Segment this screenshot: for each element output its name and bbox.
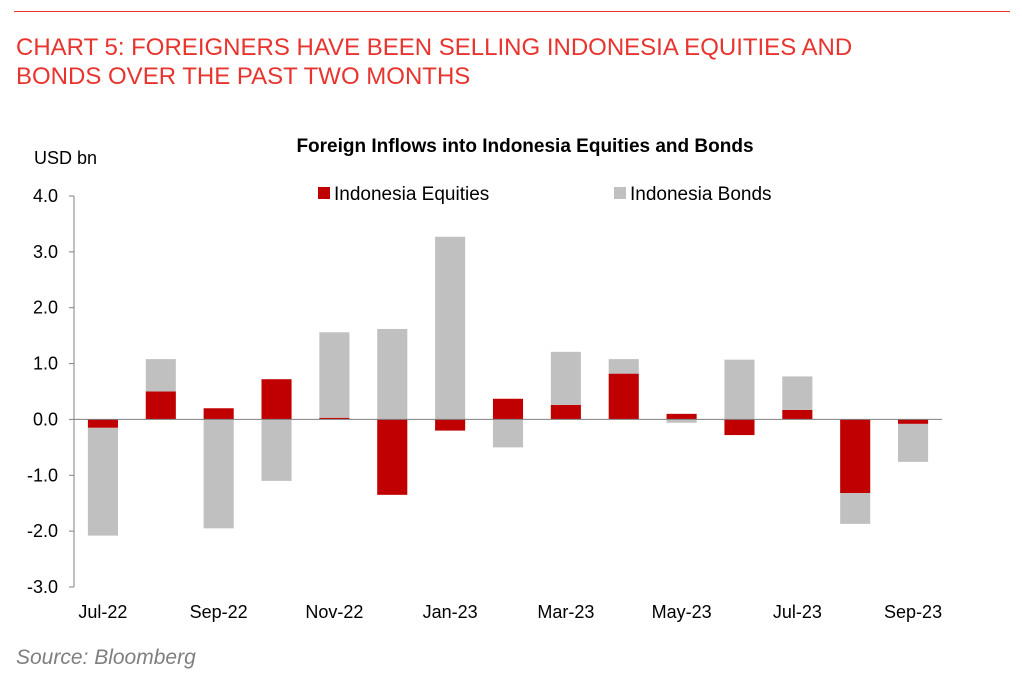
bar-equities [319, 417, 350, 420]
bar-equities [203, 408, 234, 420]
bar-bonds [782, 376, 813, 410]
x-tick-label: Sep-22 [190, 602, 248, 622]
bar-equities [782, 409, 813, 420]
bar-bonds [492, 419, 524, 448]
legend-label-equities: Indonesia Equities [334, 184, 489, 205]
bar-equities [608, 373, 639, 420]
y-tick-label: 4.0 [33, 186, 58, 206]
top-rule [14, 11, 1010, 12]
y-tick-label: -3.0 [27, 577, 58, 597]
bar-bonds [898, 423, 929, 462]
chart-title: Foreign Inflows into Indonesia Equities … [296, 136, 753, 157]
axes [73, 196, 942, 587]
headline-line-1: CHART 5: FOREIGNERS HAVE BEEN SELLING IN… [16, 34, 853, 61]
source-note: Source: Bloomberg [16, 646, 196, 669]
chart-headline: CHART 5: FOREIGNERS HAVE BEEN SELLING IN… [16, 33, 1006, 91]
bar-bonds [435, 236, 466, 420]
bar-equities [145, 391, 176, 420]
x-tick-label: Jan-23 [423, 602, 478, 622]
legend: Indonesia Equities Indonesia Bonds [318, 184, 772, 205]
bar-equities [724, 419, 755, 436]
y-tick-label: -2.0 [27, 521, 58, 541]
bar-bonds [550, 351, 581, 405]
bar-bonds [666, 419, 697, 423]
bar-equities [492, 398, 524, 420]
bar-bonds [724, 359, 755, 420]
y-tick-label: 1.0 [33, 354, 58, 374]
bar-equities [87, 419, 118, 428]
y-tick-label: 0.0 [33, 409, 58, 429]
y-tick-label: -1.0 [27, 465, 58, 485]
y-tick-label: 3.0 [33, 242, 58, 262]
chart: Foreign Inflows into Indonesia Equities … [27, 136, 942, 622]
bar-equities [666, 413, 697, 420]
x-tick-label: Jul-23 [773, 602, 822, 622]
legend-label-bonds: Indonesia Bonds [630, 184, 772, 205]
bar-equities [261, 379, 292, 420]
bar-equities [377, 419, 408, 495]
y-tick-label: 2.0 [33, 298, 58, 318]
bar-equities [435, 419, 466, 431]
headline-line-2: BONDS OVER THE PAST TWO MONTHS [16, 63, 471, 90]
y-axis-label: USD bn [34, 148, 97, 168]
x-tick-label: May-23 [652, 602, 712, 622]
bar-bonds [319, 332, 350, 418]
legend-swatch-equities [318, 187, 330, 199]
y-axis: 4.0 3.0 2.0 1.0 0.0 -1.0 -2.0 -3.0 [27, 186, 74, 597]
bar-bonds [377, 328, 408, 420]
bar-bonds [87, 427, 118, 536]
bar-bonds [840, 493, 871, 524]
bar-equities [840, 419, 871, 494]
bar-bonds [145, 359, 176, 392]
x-tick-label: Mar-23 [537, 602, 594, 622]
bar-bonds [203, 419, 234, 529]
x-axis: Jul-22 Sep-22 Nov-22 Jan-23 Mar-23 May-23 Jul-… [78, 602, 942, 622]
legend-swatch-bonds [614, 187, 626, 199]
x-tick-label: Sep-23 [884, 602, 942, 622]
bar-bonds [608, 359, 639, 374]
bar-equities [550, 404, 581, 420]
x-tick-label: Jul-22 [78, 602, 127, 622]
x-tick-label: Nov-22 [305, 602, 363, 622]
bar-equities [898, 419, 929, 424]
bar-bonds [261, 419, 292, 481]
bars [87, 236, 929, 536]
